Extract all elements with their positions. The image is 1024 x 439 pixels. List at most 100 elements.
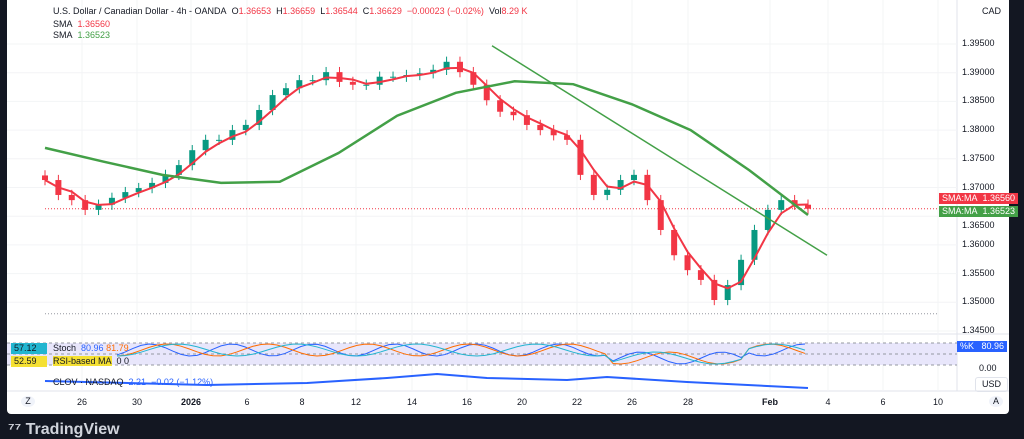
x-tick-label: 6 <box>244 397 250 407</box>
candle-body <box>82 200 89 210</box>
candle-body <box>470 72 477 85</box>
x-tick-label: 8 <box>299 397 305 407</box>
candle-body <box>778 200 785 210</box>
candle-body <box>764 209 771 230</box>
candle-body <box>189 150 196 166</box>
k-tag-value: 80.96 <box>981 341 1005 351</box>
candle-body <box>443 61 450 70</box>
rsi-legend[interactable]: RSI-based MA 0 0 <box>53 356 129 366</box>
clov-change: −0.02 (−1.12%) <box>151 377 214 387</box>
open-value: 1.36653 <box>238 6 272 16</box>
x-tick-label: 30 <box>131 397 143 407</box>
x-tick-label: 10 <box>932 397 944 407</box>
x-tick-label: 2026 <box>180 397 202 407</box>
y-tick-label: 1.39000 <box>962 66 995 77</box>
clov-line <box>44 372 809 389</box>
candle-body <box>724 285 731 301</box>
stoch-d-value: 81.79 <box>106 343 129 353</box>
candle-body <box>282 88 289 96</box>
tradingview-logo: ⁷⁷ TradingView <box>8 421 120 438</box>
candle-body <box>483 84 490 101</box>
candle-body <box>68 194 75 201</box>
candle-body <box>256 110 263 125</box>
candle-body <box>630 174 637 181</box>
oscillator-line <box>116 343 806 365</box>
brand-name: TradingView <box>25 421 120 438</box>
candle-body <box>550 130 557 136</box>
symbol-title: U.S. Dollar / Canadian Dollar - 4h - OAN… <box>53 6 227 16</box>
candle-body <box>497 100 504 112</box>
x-tick-label: 28 <box>682 397 694 407</box>
l-label: L <box>320 6 326 16</box>
candle-body <box>684 255 691 271</box>
tag-label: SMA:MA <box>942 193 978 203</box>
currency-label[interactable]: CAD <box>982 6 1002 16</box>
k-tag-label: %K <box>960 341 975 351</box>
candle-body <box>805 204 811 209</box>
candle-body <box>376 76 383 85</box>
candle-body <box>657 200 664 230</box>
stoch-label: Stoch <box>53 343 77 353</box>
c-label: C <box>362 6 370 16</box>
x-tick-label: 26 <box>626 397 638 407</box>
h-label: H <box>276 6 283 16</box>
candle-body <box>617 180 624 190</box>
candle-body <box>149 182 156 189</box>
rsi-value-tag: 52.59 <box>11 356 47 367</box>
y-tick-label: 1.37000 <box>962 181 995 192</box>
x-tick-label: 14 <box>406 397 418 407</box>
stoch-k-value: 80.96 <box>81 343 104 353</box>
candle-body <box>510 111 517 116</box>
candle-body <box>108 197 115 205</box>
stoch-legend[interactable]: Stoch 80.96 81.79 <box>53 343 129 353</box>
auto-scale-button[interactable]: A <box>989 396 1003 407</box>
candle-body <box>135 188 142 193</box>
usd-button[interactable]: USD <box>975 377 1009 392</box>
vol-label: Vol <box>488 6 502 16</box>
candle-body <box>269 95 276 111</box>
candle-body <box>697 270 704 280</box>
k-tag: %K 80.96 <box>957 341 1008 352</box>
zero-label: 0.00 <box>979 363 997 373</box>
candle-body <box>564 135 571 140</box>
sma-legend-2[interactable]: SMA 1.36523 <box>53 30 110 40</box>
candle-body <box>95 204 102 210</box>
candle-body <box>42 175 48 181</box>
candle-body <box>711 279 718 301</box>
clov-legend[interactable]: CLOV · NASDAQ 2.21 −0.02 (−1.12%) <box>53 377 213 387</box>
chart-frame: U.S. Dollar / Canadian Dollar - 4h - OAN… <box>7 0 1019 414</box>
candle-body <box>336 72 343 82</box>
y-tick-label: 1.38000 <box>962 124 995 135</box>
x-tick-label: 20 <box>516 397 528 407</box>
candle-body <box>122 192 129 198</box>
sma-value: 1.36560 <box>77 19 111 29</box>
candle-body <box>296 80 303 89</box>
tag-value: 1.36560 <box>982 193 1016 203</box>
y-tick-label: 1.37500 <box>962 152 995 163</box>
sma-legend-1[interactable]: SMA 1.36560 <box>53 19 110 29</box>
y-tick-label: 1.35000 <box>962 296 995 307</box>
candle-body <box>523 115 530 125</box>
sma-value: 1.36523 <box>77 30 111 40</box>
x-tick-label: 4 <box>825 397 831 407</box>
candle-body <box>175 165 182 175</box>
candle-body <box>590 174 597 195</box>
oscillator-line <box>116 343 806 365</box>
clov-label: CLOV · NASDAQ <box>53 377 124 387</box>
trendline <box>491 45 828 256</box>
x-tick-label: 26 <box>76 397 88 407</box>
sma-fast-line <box>44 66 809 290</box>
candle-body <box>604 189 611 195</box>
y-tick-label: 1.38500 <box>962 95 995 106</box>
candle-body <box>738 259 745 286</box>
timezone-button[interactable]: Z <box>21 396 35 407</box>
chart-canvas[interactable] <box>7 0 1009 414</box>
candle-body <box>671 229 678 256</box>
clov-value: 2.21 <box>128 377 147 387</box>
candle-body <box>216 139 223 141</box>
sma-price-tag-2: SMA:MA 1.36523 <box>939 206 1019 217</box>
candle-body <box>390 76 397 78</box>
oscillator-line <box>116 343 806 365</box>
candle-body <box>430 69 437 74</box>
symbol-legend: U.S. Dollar / Canadian Dollar - 4h - OAN… <box>53 6 527 16</box>
